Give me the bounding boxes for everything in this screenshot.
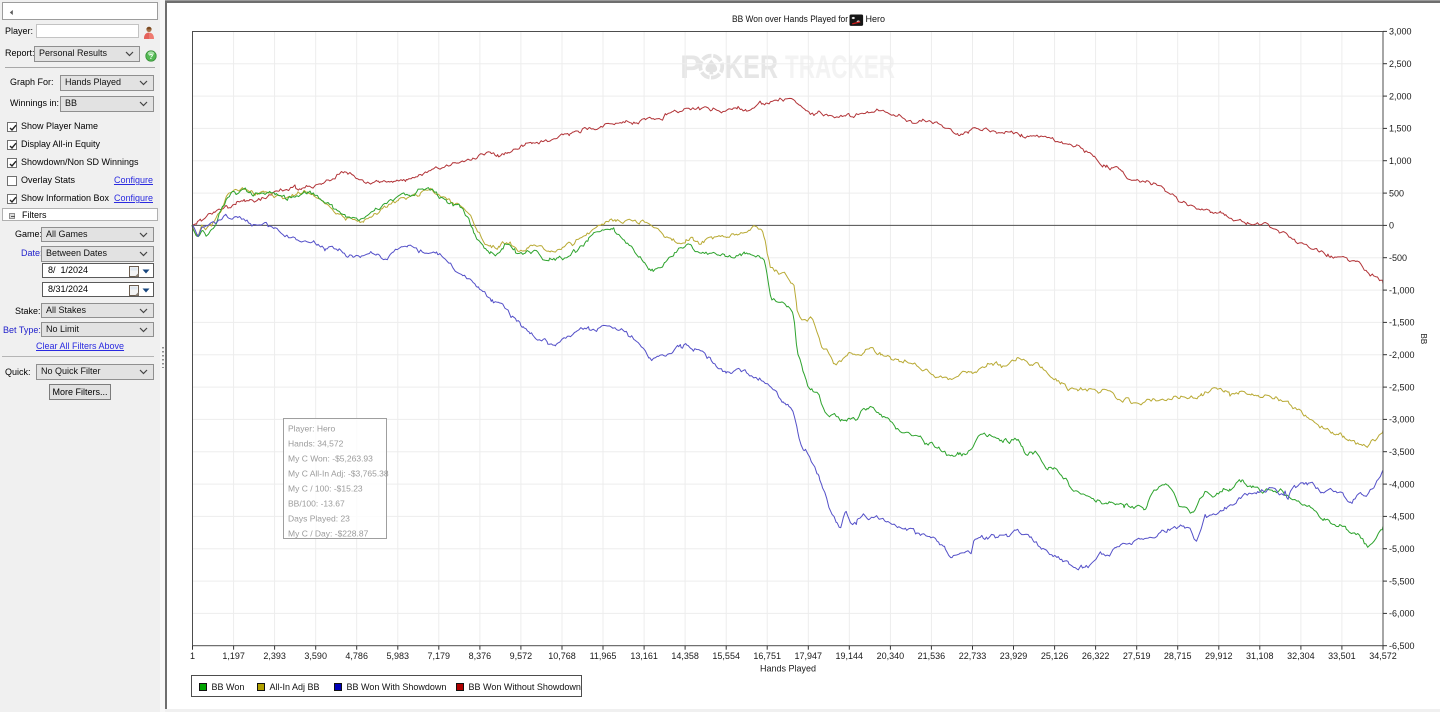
svg-text:-2,000: -2,000 [1389,350,1415,360]
svg-text:2,000: 2,000 [1389,91,1412,101]
svg-text:TRACKER: TRACKER [785,49,895,85]
svg-text:Hero: Hero [866,14,886,24]
svg-text:4,786: 4,786 [345,651,368,661]
svg-text:-2,500: -2,500 [1389,382,1415,392]
svg-text:500: 500 [1389,188,1404,198]
svg-text:11,965: 11,965 [590,651,617,661]
svg-text:?: ? [149,52,154,61]
svg-text:19,144: 19,144 [836,651,864,661]
svg-text:-3,000: -3,000 [1389,415,1415,425]
svg-text:21,536: 21,536 [918,651,946,661]
svg-text:3,590: 3,590 [304,651,327,661]
svg-text:1,000: 1,000 [1389,156,1412,166]
svg-text:BB Won: BB Won [212,682,245,692]
svg-text:-6,000: -6,000 [1389,609,1415,619]
svg-text:10,768: 10,768 [548,651,576,661]
svg-text:28,715: 28,715 [1164,651,1192,661]
svg-text:2,500: 2,500 [1389,59,1412,69]
svg-text:3,000: 3,000 [1389,27,1412,37]
svg-text:31,108: 31,108 [1246,651,1274,661]
svg-text:22,733: 22,733 [959,651,987,661]
svg-text:-6,500: -6,500 [1389,641,1415,651]
svg-text:My C / Day: -$228.87: My C / Day: -$228.87 [288,528,369,538]
svg-text:Days Played: 23: Days Played: 23 [288,513,350,523]
svg-text:-1,500: -1,500 [1389,318,1415,328]
svg-text:-3,500: -3,500 [1389,447,1415,457]
svg-text:20,340: 20,340 [877,651,905,661]
svg-text:-4,000: -4,000 [1389,479,1415,489]
svg-text:All-In Adj BB: All-In Adj BB [270,682,320,692]
svg-text:8,376: 8,376 [469,651,492,661]
svg-text:16,751: 16,751 [753,651,781,661]
svg-text:9,572: 9,572 [510,651,533,661]
svg-text:1,197: 1,197 [222,651,245,661]
svg-text:5,983: 5,983 [387,651,410,661]
svg-text:My C / 100: -$15.23: My C / 100: -$15.23 [288,483,363,493]
svg-text:-1,000: -1,000 [1389,285,1415,295]
svg-text:Hands: 34,572: Hands: 34,572 [288,438,344,448]
svg-text:27,519: 27,519 [1123,651,1151,661]
svg-text:34,572: 34,572 [1369,651,1397,661]
svg-text:25,126: 25,126 [1041,651,1069,661]
svg-text:7,179: 7,179 [428,651,451,661]
svg-text:32,304: 32,304 [1287,651,1315,661]
svg-text:-500: -500 [1389,253,1407,263]
svg-text:BB: BB [1419,334,1428,345]
svg-text:1: 1 [190,651,195,661]
svg-text:KER: KER [725,49,778,85]
svg-text:2,393: 2,393 [263,651,286,661]
svg-text:29,912: 29,912 [1205,651,1233,661]
svg-text:26,322: 26,322 [1082,651,1110,661]
svg-text:13,161: 13,161 [630,651,658,661]
svg-text:33,501: 33,501 [1328,651,1356,661]
svg-text:-4,500: -4,500 [1389,512,1415,522]
svg-text:0: 0 [1389,221,1394,231]
svg-text:1,500: 1,500 [1389,124,1412,134]
svg-text:Hands Played: Hands Played [760,664,816,674]
svg-text:BB/100: -13.67: BB/100: -13.67 [288,498,345,508]
svg-text:-5,500: -5,500 [1389,576,1415,586]
svg-text:My C Won: -$5,263.93: My C Won: -$5,263.93 [288,453,373,463]
svg-text:23,929: 23,929 [1000,651,1028,661]
svg-text:14,358: 14,358 [671,651,699,661]
svg-text:BB Won With Showdown: BB Won With Showdown [347,682,447,692]
svg-text:15,554: 15,554 [712,651,740,661]
svg-text:BB Won over Hands Played for: BB Won over Hands Played for [732,14,848,24]
svg-text:Player: Hero: Player: Hero [288,423,336,433]
svg-text:BB Won Without Showdown: BB Won Without Showdown [469,682,581,692]
svg-text:My C All-In Adj: -$3,765.38: My C All-In Adj: -$3,765.38 [288,468,389,478]
svg-text:17,947: 17,947 [795,651,823,661]
svg-text:-5,000: -5,000 [1389,544,1415,554]
